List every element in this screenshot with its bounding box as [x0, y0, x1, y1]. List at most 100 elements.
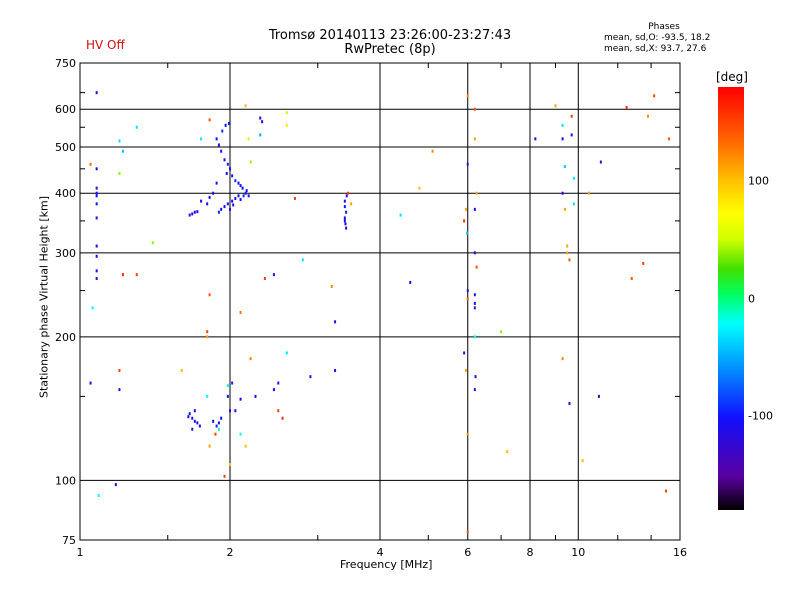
- echo-point: [191, 427, 194, 431]
- echo-point: [217, 421, 220, 425]
- echo-point: [463, 219, 466, 223]
- echo-point: [418, 186, 421, 190]
- echo-point: [118, 171, 121, 175]
- echo-point: [188, 213, 191, 217]
- echo-point: [114, 483, 117, 487]
- echo-point: [231, 199, 234, 203]
- echo-point: [625, 106, 628, 110]
- echo-point: [572, 202, 575, 206]
- y-tick-label: 750: [55, 57, 76, 70]
- echo-point: [561, 191, 564, 195]
- x-tick-label: 8: [527, 546, 534, 559]
- echo-point: [646, 114, 649, 118]
- echo-point: [249, 357, 252, 361]
- echo-point: [239, 184, 242, 188]
- echo-point: [226, 384, 229, 388]
- echo-point: [239, 432, 242, 436]
- echo-point: [309, 375, 312, 379]
- echo-point: [229, 207, 231, 211]
- echo-point: [563, 165, 566, 169]
- echo-point: [234, 409, 237, 413]
- echo-point: [135, 273, 138, 277]
- y-tick-label: 400: [55, 187, 76, 200]
- echo-point: [217, 427, 220, 431]
- echo-point: [350, 202, 353, 206]
- chart-title: Tromsø 20140113 23:26:00-23:27:43: [268, 28, 512, 43]
- echo-point: [217, 210, 220, 214]
- echo-point: [334, 320, 337, 324]
- echo-point: [500, 330, 503, 334]
- echo-point: [226, 162, 229, 166]
- echo-point: [151, 241, 154, 245]
- echo-point: [91, 306, 94, 310]
- echo-point: [191, 416, 194, 420]
- echo-point: [293, 196, 296, 200]
- echo-point: [466, 530, 469, 534]
- echo-point: [206, 394, 209, 398]
- echo-point: [193, 210, 196, 214]
- colorbar-tick-label: -100: [748, 409, 773, 423]
- echo-point: [244, 104, 247, 108]
- echo-point: [272, 388, 275, 392]
- echo-point: [466, 432, 469, 436]
- echo-point: [231, 381, 234, 385]
- echo-point: [285, 351, 288, 355]
- echo-point: [95, 216, 98, 220]
- echo-point: [464, 207, 467, 211]
- chart-subtitle: RwPretec (8p): [344, 42, 436, 57]
- x-tick-label: 10: [571, 546, 585, 559]
- echo-point: [254, 394, 257, 398]
- echo-point: [587, 191, 590, 195]
- x-axis-label: Frequency [MHz]: [340, 558, 433, 571]
- echo-point: [474, 375, 477, 379]
- echo-point: [249, 160, 252, 164]
- echo-point: [231, 174, 234, 178]
- echo-point: [581, 459, 584, 463]
- echo-point: [180, 368, 183, 372]
- echo-point: [239, 397, 242, 401]
- echo-point: [223, 205, 226, 209]
- echo-point: [259, 116, 262, 120]
- echo-point: [214, 432, 217, 436]
- echo-point: [281, 416, 284, 420]
- echo-point: [212, 191, 215, 195]
- echo-point: [566, 244, 569, 248]
- echo-point: [227, 122, 230, 126]
- x-tick-label: 4: [377, 546, 384, 559]
- echo-point: [215, 137, 218, 141]
- echo-point: [334, 368, 337, 372]
- echo-point: [118, 368, 121, 372]
- echo-point: [95, 277, 98, 281]
- echo-point: [208, 293, 211, 297]
- echo-point: [122, 149, 125, 153]
- echo-point: [95, 186, 98, 190]
- echo-point: [220, 149, 223, 153]
- echo-point: [215, 424, 218, 428]
- echo-point: [89, 381, 92, 385]
- x-tick-label: 1: [77, 546, 84, 559]
- echo-point: [223, 158, 226, 162]
- echo-point: [229, 409, 231, 413]
- echo-point: [554, 104, 557, 108]
- echo-point: [244, 444, 247, 448]
- echo-point: [95, 244, 98, 248]
- echo-point: [220, 416, 223, 420]
- echo-point: [473, 293, 476, 297]
- echo-point: [220, 207, 223, 211]
- echo-point: [208, 118, 211, 122]
- echo-point: [431, 149, 434, 153]
- echo-point: [301, 258, 304, 262]
- echo-point: [193, 409, 196, 413]
- echo-point: [200, 199, 203, 203]
- echo-point: [95, 191, 98, 195]
- echo-point: [193, 419, 196, 423]
- y-tick-label: 100: [55, 474, 76, 487]
- echo-point: [188, 412, 191, 416]
- echo-point: [466, 162, 469, 166]
- echo-point: [346, 191, 349, 195]
- echo-point: [118, 388, 121, 392]
- echo-point: [242, 194, 245, 198]
- echo-point: [237, 194, 240, 198]
- echo-point: [345, 194, 348, 198]
